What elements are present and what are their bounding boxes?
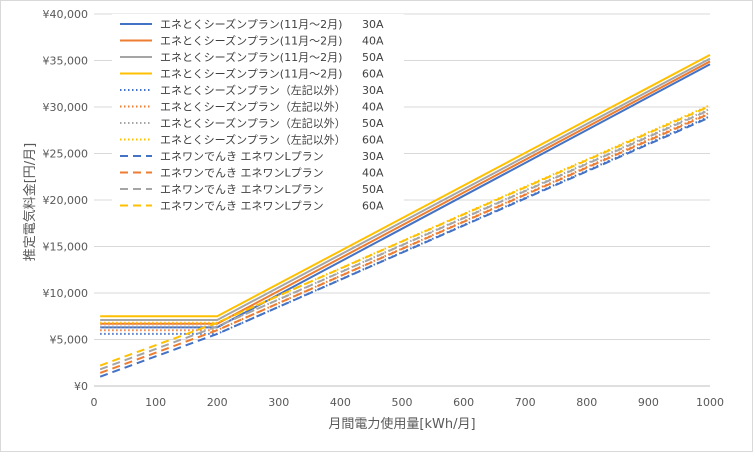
y-tick-label: ¥30,000 (43, 101, 89, 114)
y-tick-label: ¥20,000 (43, 194, 89, 207)
y-axis-title: 推定電気料金[円/月] (22, 143, 38, 262)
x-axis-ticks: 0 100 200 300 400 500 600 700 800 900 1000 (91, 396, 725, 409)
legend: エネとくシーズンプラン(11月～2月) 30A エネとくシーズンプラン(11月～2月… (112, 14, 404, 214)
legend-label: エネとくシーズンプラン（左記以外） (160, 83, 346, 97)
legend-amp-label: 40A (362, 167, 384, 180)
series-line (99, 105, 711, 367)
legend-label: エネワンでんき エネワンLプラン (160, 167, 324, 180)
legend-label: エネとくシーズンプラン(11月～2月) (160, 50, 342, 64)
series-line (100, 54, 711, 318)
y-tick-label: ¥40,000 (43, 8, 89, 21)
legend-amp-label: 40A (362, 101, 384, 114)
legend-amp-label: 50A (362, 51, 384, 64)
y-tick-label: ¥10,000 (43, 287, 89, 300)
legend-amp-label: 40A (362, 35, 384, 48)
legend-amp-label: 30A (362, 18, 384, 31)
x-tick-label: 700 (515, 396, 536, 409)
y-tick-label: ¥35,000 (43, 55, 89, 68)
series-line (99, 116, 711, 378)
series-lines (99, 54, 711, 378)
y-axis-ticks: ¥0 ¥5,000 ¥10,000 ¥15,000 ¥20,000 ¥25,000 ¥30,… (43, 8, 89, 393)
legend-amp-label: 60A (362, 68, 384, 81)
series-line (100, 57, 711, 321)
legend-label: エネとくシーズンプラン(11月～2月) (160, 67, 342, 81)
series-line (99, 108, 711, 371)
legend-label: エネワンでんき エネワンLプラン (160, 183, 324, 196)
legend-label: エネとくシーズンプラン（左記以外） (160, 133, 346, 147)
x-tick-label: 600 (453, 396, 474, 409)
legend-amp-label: 60A (362, 200, 384, 213)
legend-label: エネとくシーズンプラン（左記以外） (160, 100, 346, 114)
y-tick-label: ¥25,000 (43, 148, 89, 161)
x-tick-label: 0 (91, 396, 98, 409)
legend-background (112, 14, 404, 214)
y-tick-label: ¥0 (74, 380, 88, 393)
y-tick-label: ¥5,000 (50, 334, 89, 347)
y-tick-label: ¥15,000 (43, 241, 89, 254)
legend-label: エネワンでんき エネワンLプラン (160, 150, 324, 163)
legend-amp-label: 50A (362, 117, 384, 130)
x-tick-label: 900 (638, 396, 659, 409)
legend-amp-label: 50A (362, 183, 384, 196)
x-tick-label: 100 (145, 396, 166, 409)
legend-amp-label: 60A (362, 134, 384, 147)
legend-amp-label: 30A (362, 150, 384, 163)
x-tick-label: 300 (268, 396, 289, 409)
legend-label: エネとくシーズンプラン（左記以外） (160, 116, 346, 130)
x-tick-label: 1000 (696, 396, 724, 409)
legend-label: エネとくシーズンプラン(11月～2月) (160, 17, 342, 31)
x-tick-label: 400 (330, 396, 351, 409)
legend-amp-label: 30A (362, 84, 384, 97)
x-tick-label: 800 (576, 396, 597, 409)
legend-label: エネワンでんき エネワンLプラン (160, 200, 324, 213)
x-axis-title: 月間電力使用量[kWh/月] (328, 416, 475, 432)
x-tick-label: 200 (207, 396, 228, 409)
legend-label: エネとくシーズンプラン(11月～2月) (160, 34, 342, 48)
series-line (99, 112, 711, 374)
x-tick-label: 500 (392, 396, 413, 409)
